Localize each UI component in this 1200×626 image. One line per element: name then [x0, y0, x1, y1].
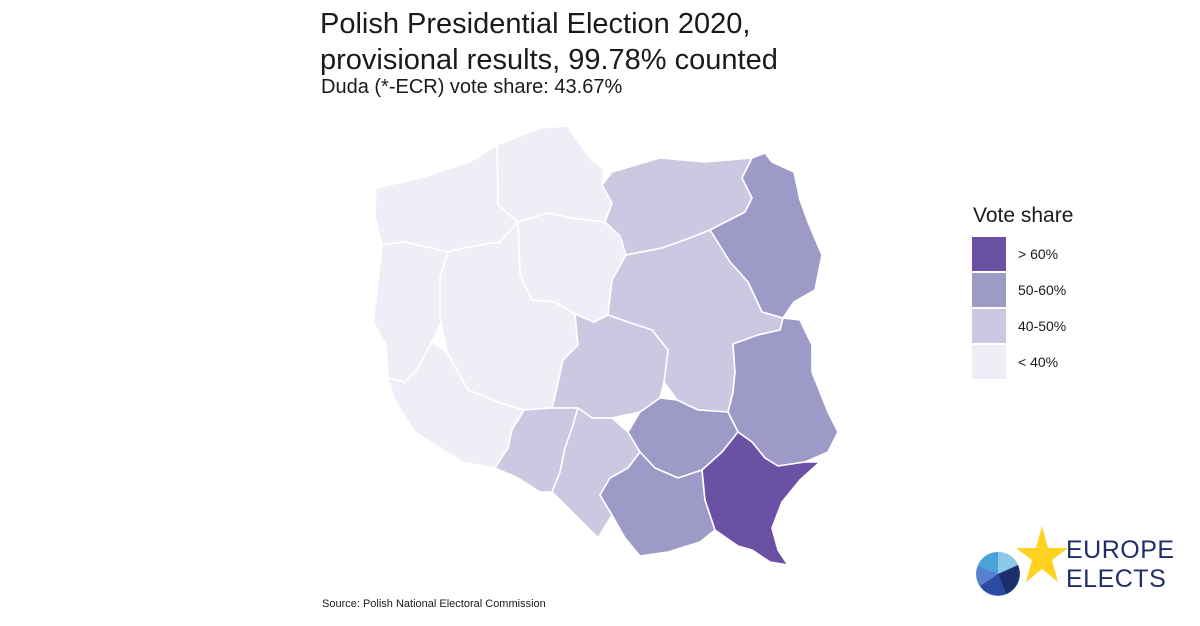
region-podkarpackie: [701, 431, 821, 566]
legend-label: < 40%: [1018, 353, 1059, 370]
map-subtitle: Duda (*-ECR) vote share: 43.67%: [321, 76, 623, 98]
title-line-2: provisional results, 99.78% counted: [320, 44, 778, 76]
legend-item-over-60: > 60%: [972, 236, 1172, 271]
region-podlaskie: [709, 152, 823, 319]
legend-label: 40-50%: [1018, 317, 1067, 334]
region-pomorskie: [496, 125, 613, 223]
title-line-1: Polish Presidential Election 2020,: [320, 8, 751, 40]
legend-swatch: [972, 236, 1006, 271]
legend-item-40-50: 40-50%: [972, 308, 1172, 343]
legend-label: > 60%: [1018, 245, 1059, 262]
legend: Vote share > 60% 50-60% 40-50% < 40%: [972, 204, 1172, 380]
logo-text-elects: ELECTS: [1066, 565, 1167, 593]
source-note: Source: Polish National Electoral Commis…: [322, 598, 546, 610]
region-zachodniopomorskie: [374, 144, 519, 253]
region-lubelskie: [727, 317, 839, 467]
legend-label: 50-60%: [1018, 281, 1067, 298]
legend-swatch: [972, 308, 1006, 343]
map-title: Polish Presidential Election 2020, provi…: [320, 6, 778, 78]
legend-item-50-60: 50-60%: [972, 272, 1172, 307]
logo-text-europe: EUROPE: [1066, 536, 1175, 564]
legend-title: Vote share: [973, 204, 1074, 227]
legend-swatch: [972, 272, 1006, 307]
europe-elects-logo: EUROPE ELECTS: [970, 522, 1190, 602]
logo-emblem-icon: [976, 526, 1068, 596]
logo-star-icon: [1016, 526, 1068, 582]
legend-swatch: [972, 344, 1006, 379]
legend-item-under-40: < 40%: [972, 344, 1172, 379]
